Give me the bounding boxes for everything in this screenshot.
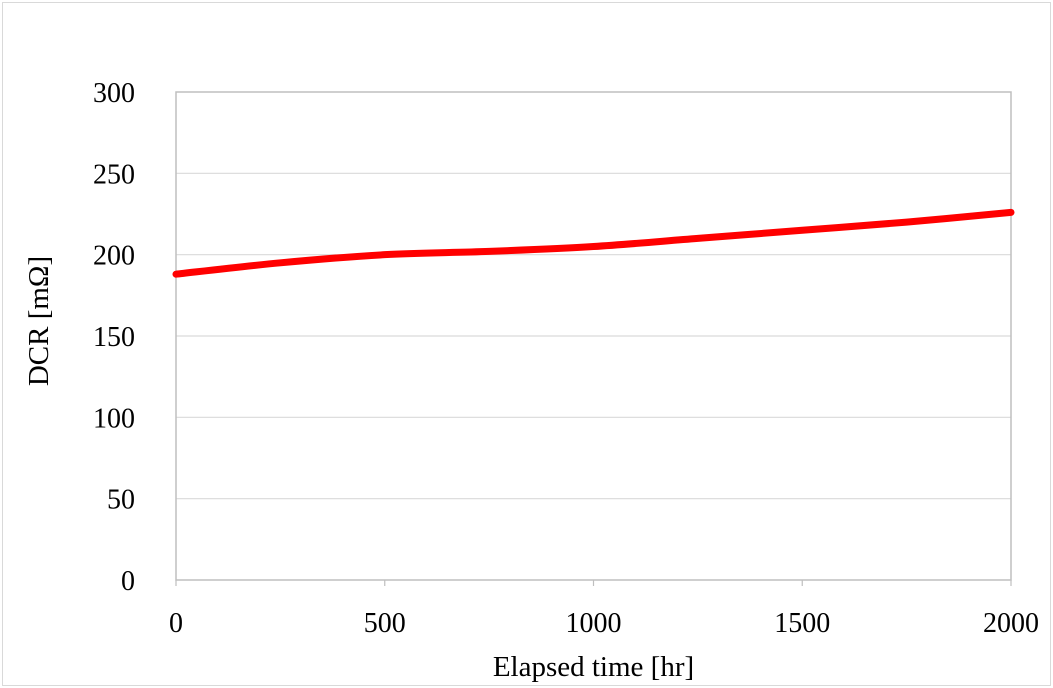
y-tick-label: 0: [121, 566, 135, 597]
gridlines: [176, 172, 1011, 500]
axis-ticks: 0 50 100 150 200 250 300 0 500 1000 1500 2000: [93, 78, 1039, 639]
y-tick-label: 250: [93, 159, 135, 190]
x-tick-label: 1000: [566, 608, 622, 639]
x-tick-label: 0: [169, 608, 183, 639]
y-tick-label: 100: [93, 403, 135, 434]
y-axis-title: DCR [mΩ]: [23, 256, 55, 386]
y-tick-label: 150: [93, 322, 135, 353]
x-tick-label: 2000: [983, 608, 1039, 639]
series-line: [172, 208, 1015, 278]
x-axis-title: Elapsed time [hr]: [493, 651, 694, 683]
x-tick-label: 500: [364, 608, 406, 639]
series-layer: [172, 208, 1015, 278]
y-tick-label: 300: [93, 78, 135, 109]
x-tick-label: 1500: [774, 608, 830, 639]
y-tick-label: 50: [107, 485, 135, 516]
y-tick-label: 200: [93, 241, 135, 272]
